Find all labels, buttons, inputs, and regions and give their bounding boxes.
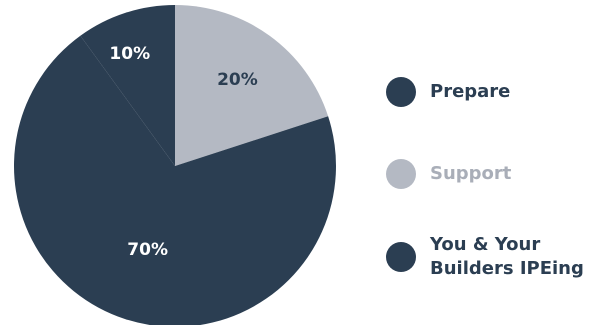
legend-swatch-support [386, 159, 416, 189]
legend-swatch-you-and-your-builders [386, 242, 416, 272]
pie-label-support: 20% [217, 70, 258, 90]
pie-label-you-your-builders-ipeing: 70% [127, 240, 168, 260]
legend-item-you-and-your-builders: You & Your Builders IPEing [386, 233, 595, 281]
legend-item-prepare: Prepare [386, 77, 600, 107]
legend-label-support: Support [430, 163, 512, 184]
pie-chart: 10% 20% 70% [14, 5, 336, 325]
legend-label-you-and-your-builders: You & Your Builders IPEing [430, 234, 584, 279]
pie-label-prepare: 10% [109, 44, 150, 64]
legend-label-prepare: Prepare [430, 81, 511, 102]
legend-item-support: Support [386, 159, 600, 189]
pie-slice-prepare [80, 5, 175, 166]
pie-slice-support [175, 5, 329, 166]
chart-legend: Prepare Support You & Your Builders IPEi… [386, 0, 601, 325]
pie-slice-you-your-builders-ipeing [14, 35, 336, 325]
legend-swatch-prepare [386, 77, 416, 107]
